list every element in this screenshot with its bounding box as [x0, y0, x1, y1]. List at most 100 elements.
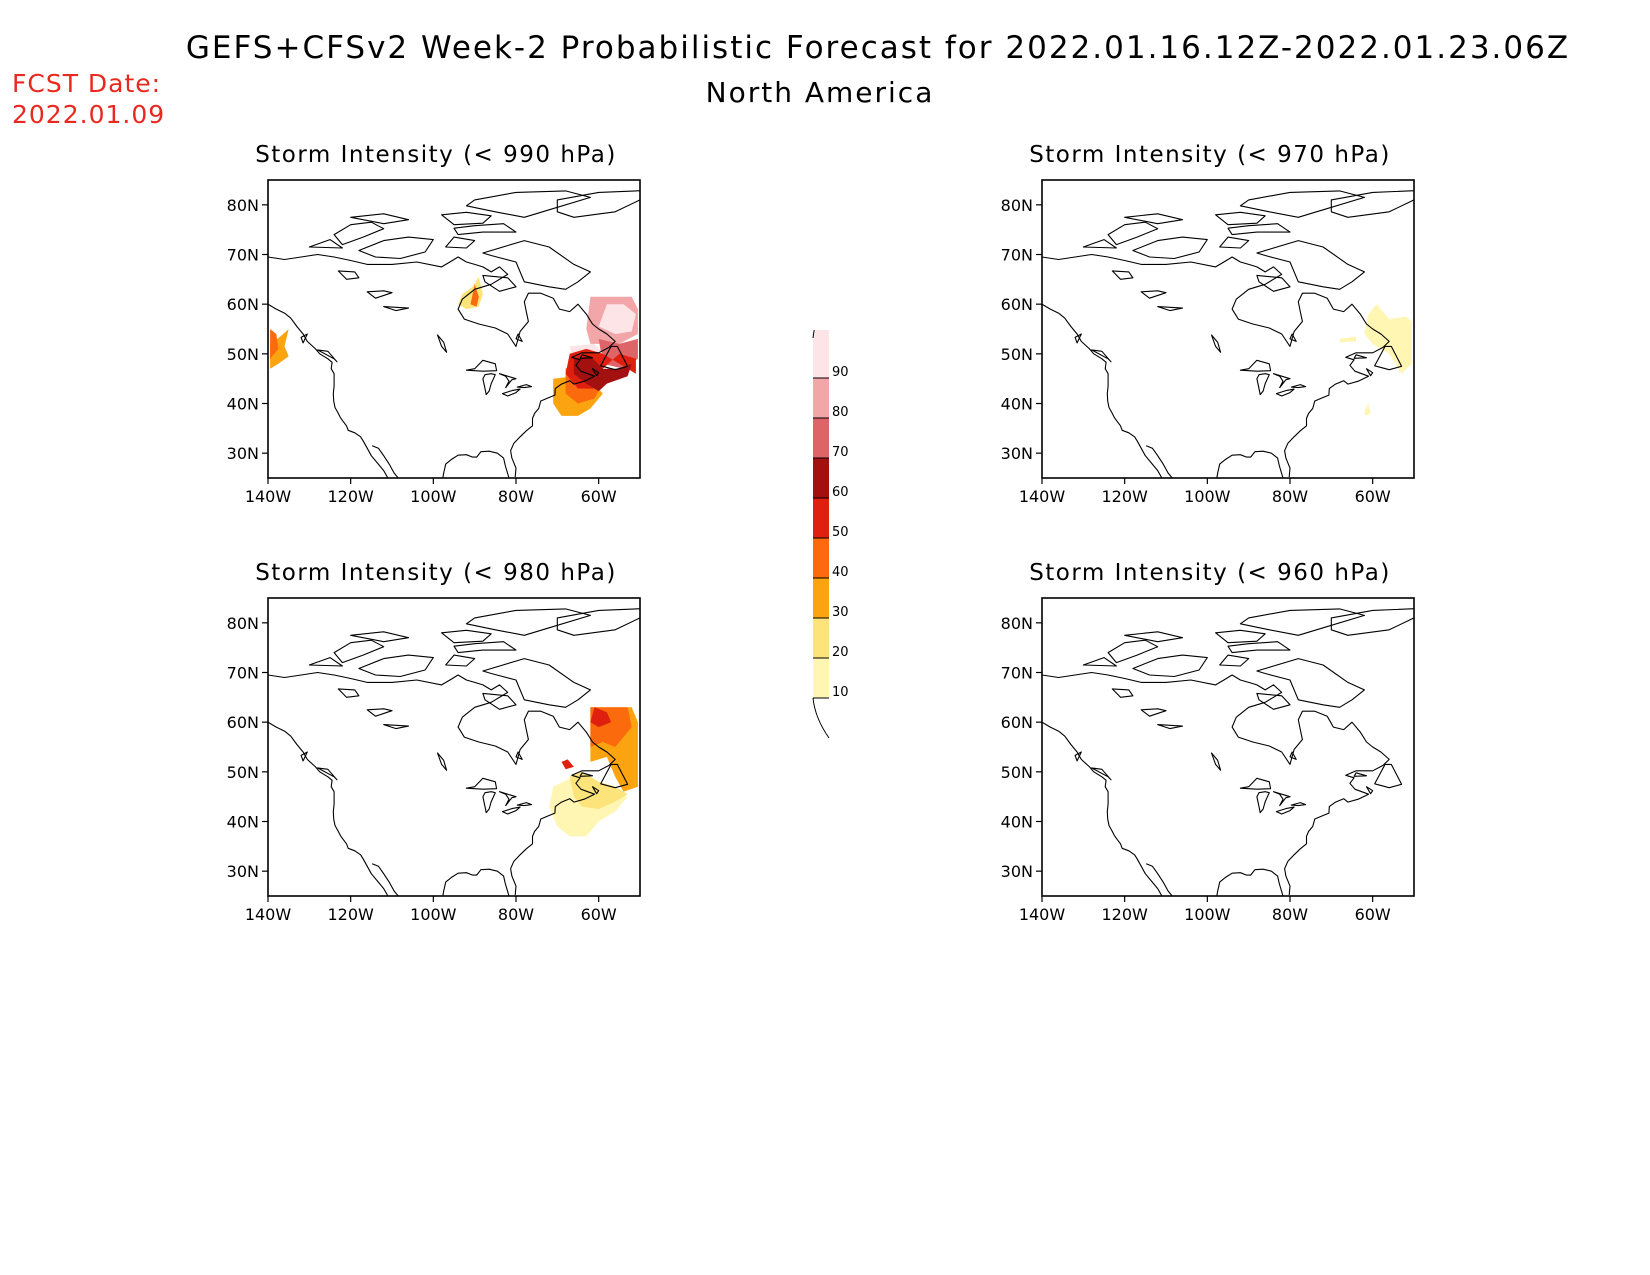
- lat-tick-label: 50N: [227, 763, 259, 782]
- island-outline-3: [441, 211, 492, 226]
- coastline-segment-0: [268, 253, 616, 478]
- coastline-segment-2: [268, 303, 389, 478]
- island-outline-3: [441, 629, 492, 644]
- lat-tick-label: 80N: [227, 614, 259, 633]
- island-outline-4: [1227, 223, 1291, 236]
- lake-outline-0: [1239, 777, 1272, 790]
- fcst-date-value: 2022.01.09: [12, 100, 166, 129]
- colorbar-label: 90: [832, 365, 849, 380]
- lat-tick-label: 70N: [227, 246, 259, 265]
- panel-storm-960: Storm Intensity (< 960 hPa) 80N 70N 60N 50N…: [970, 560, 1450, 940]
- island-outline-13: [1091, 349, 1112, 363]
- lake-outline-6: [337, 270, 360, 280]
- lon-tick-label: 100W: [410, 487, 457, 506]
- lat-tick-label: 30N: [1001, 862, 1033, 881]
- lake-outline-7: [1140, 290, 1167, 299]
- island-outline-11: [515, 333, 523, 342]
- colorbar-top-edge: [812, 330, 815, 339]
- lat-tick-label: 50N: [227, 345, 259, 364]
- probability-region-0: [270, 329, 289, 369]
- island-outline-16: [591, 786, 600, 795]
- lat-tick-label: 30N: [227, 444, 259, 463]
- map-970: 80N 70N 60N 50N 40N 30N 140W 120W 100W 80W 60W: [1001, 179, 1415, 506]
- coastline-segment-1: [442, 450, 510, 478]
- fcst-date-label: FCST Date:: [12, 69, 162, 98]
- colorbar-bottom-edge: [812, 697, 830, 739]
- lake-outline-3: [1275, 388, 1295, 397]
- lon-tick-label: 100W: [1184, 905, 1231, 924]
- colorbar-label: 30: [832, 605, 849, 620]
- island-outline-16: [1365, 368, 1374, 377]
- colorbar-label: 40: [832, 565, 849, 580]
- colorbar-swatch-30: [813, 578, 829, 618]
- lon-tick-label: 140W: [245, 905, 292, 924]
- colorbar-swatch-90: [813, 338, 829, 378]
- coastlines: [1042, 190, 1414, 478]
- island-outline-7: [1256, 658, 1365, 708]
- map-frame: [267, 597, 641, 897]
- lon-tick-label: 140W: [1019, 487, 1066, 506]
- lat-tick-label: 40N: [1001, 395, 1033, 414]
- lon-tick-label: 100W: [1184, 487, 1231, 506]
- island-outline-16: [591, 368, 600, 377]
- island-outline-0: [333, 221, 385, 246]
- island-outline-13: [317, 767, 338, 781]
- island-outline-15: [1374, 763, 1403, 789]
- island-outline-15: [600, 763, 629, 789]
- lat-tick-label: 60N: [227, 295, 259, 314]
- probability-region-1: [1339, 336, 1357, 343]
- lake-outline-2: [498, 373, 517, 389]
- lake-outline-3: [501, 388, 521, 397]
- lake-outline-3: [1275, 806, 1295, 815]
- coastline-segment-2: [1042, 721, 1163, 896]
- island-outline-15: [1374, 345, 1403, 371]
- coastline-segment-2: [268, 721, 389, 896]
- island-outline-8: [1256, 274, 1291, 292]
- island-outline-8: [482, 692, 517, 710]
- colorbar-swatch-80: [813, 378, 829, 418]
- map-960: 80N 70N 60N 50N 40N 30N 140W 120W 100W 80W 60W: [1001, 597, 1415, 924]
- lake-outline-6: [1111, 270, 1134, 280]
- coastline-segment-1: [1216, 450, 1284, 478]
- colorbar-label: 60: [832, 485, 849, 500]
- coastlines: [268, 608, 640, 896]
- lake-outline-5: [436, 752, 448, 771]
- lake-outline-7: [1140, 708, 1167, 717]
- island-outline-7: [482, 658, 591, 708]
- page-title: GEFS+CFSv2 Week-2 Probabilistic Forecast…: [185, 30, 1571, 66]
- coastline-segment-3: [1145, 445, 1173, 478]
- lake-outline-8: [1157, 724, 1184, 730]
- lat-tick-label: 70N: [1001, 246, 1033, 265]
- island-outline-2: [350, 213, 410, 225]
- colorbar-swatch-40: [813, 538, 829, 578]
- lon-tick-label: 80W: [1272, 905, 1308, 924]
- lake-outline-2: [1272, 791, 1291, 807]
- lon-tick-label: 120W: [327, 905, 374, 924]
- lon-tick-label: 120W: [1101, 487, 1148, 506]
- probability-region-1: [270, 329, 279, 359]
- lake-outline-7: [366, 708, 393, 717]
- island-outline-3: [1215, 629, 1266, 644]
- lake-outline-2: [498, 791, 517, 807]
- lake-outline-4: [1290, 384, 1307, 389]
- coastlines: [1042, 608, 1414, 896]
- lat-tick-label: 60N: [1001, 713, 1033, 732]
- lake-outline-8: [383, 724, 410, 730]
- probability-region-11: [573, 356, 632, 392]
- island-outline-4: [453, 223, 517, 236]
- island-outline-9: [1330, 608, 1414, 636]
- island-outline-5: [445, 236, 476, 249]
- panel-storm-970: Storm Intensity (< 970 hPa) 80N 70N 60N 50N…: [970, 142, 1450, 522]
- island-outline-7: [482, 240, 591, 290]
- island-outline-5: [1219, 236, 1250, 249]
- island-outline-1: [1132, 236, 1208, 260]
- probability-shading: [1339, 304, 1412, 416]
- map-frame: [1041, 179, 1415, 479]
- island-outline-15: [600, 345, 629, 371]
- probability-region-0: [1364, 304, 1412, 374]
- lon-tick-label: 60W: [581, 905, 617, 924]
- island-outline-11: [1289, 333, 1297, 342]
- map-990: 80N 70N 60N 50N 40N 30N 140W 120W 100W 80W 60W: [227, 179, 641, 506]
- island-outline-14: [579, 772, 594, 777]
- panel-storm-990: Storm Intensity (< 990 hPa) 80N 70N 60N 50N…: [196, 142, 676, 522]
